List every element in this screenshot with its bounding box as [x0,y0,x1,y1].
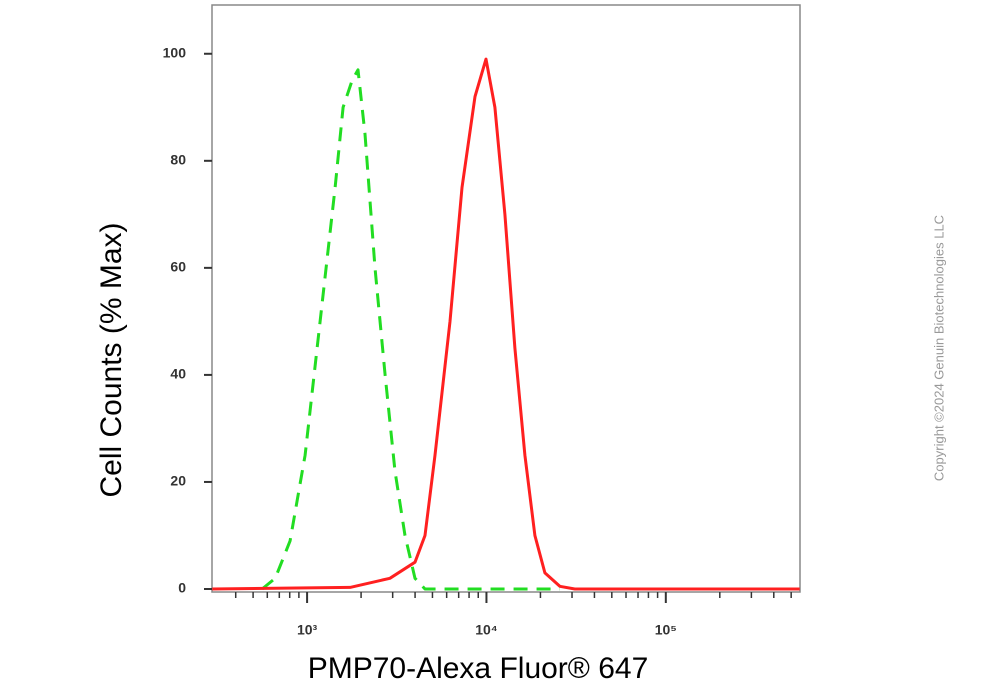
x-tick-label: 10³ [297,622,318,638]
y-tick-label: 100 [163,44,187,60]
y-tick-label: 60 [170,259,186,275]
x-tick-label: 10⁵ [655,622,677,638]
y-tick-label: 40 [170,366,186,382]
series-line [212,57,800,591]
copyright: Copyright ©2024 Genuin Biotechnologies L… [931,215,946,481]
y-tick-label: 80 [170,152,186,168]
y-tick-label: 0 [178,580,186,596]
y-tick-label: 20 [170,473,186,489]
plot-frame [211,4,801,593]
x-tick-label: 10⁴ [475,622,498,638]
x-axis-label: PMP70-Alexa Fluor® 647 [308,652,649,685]
series-line [261,68,560,591]
y-axis-label: Cell Counts (% Max) [95,222,128,497]
